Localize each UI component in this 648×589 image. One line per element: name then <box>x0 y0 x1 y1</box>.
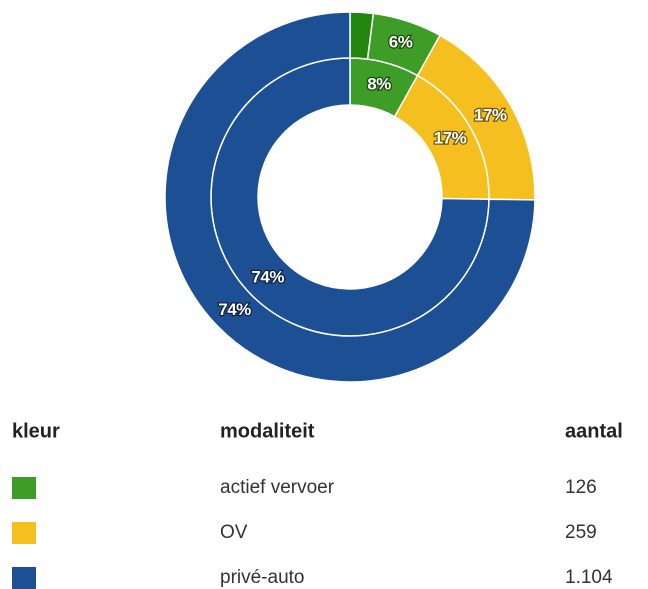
modaliteit-cell: privé-auto <box>220 567 305 588</box>
data-label: 6% <box>389 33 413 52</box>
modaliteit-cell: OV <box>220 522 248 543</box>
donut-segment <box>164 11 536 383</box>
legend-swatch <box>12 567 36 589</box>
header-kleur: kleur <box>12 420 60 442</box>
aantal-cell: 1.104 <box>565 567 613 588</box>
data-label: 74% <box>251 268 284 287</box>
aantal-cell: 126 <box>565 477 597 498</box>
modaliteit-cell: actief vervoer <box>220 477 335 498</box>
legend-swatch <box>12 522 36 544</box>
data-label: 8% <box>367 75 391 94</box>
aantal-cell: 259 <box>565 522 597 543</box>
header-modaliteit: modaliteit <box>220 420 315 442</box>
header-aantal: aantal <box>565 420 623 442</box>
legend-swatch <box>12 477 36 499</box>
data-label: 17% <box>474 105 507 124</box>
data-label: 17% <box>434 129 467 148</box>
data-label: 74% <box>218 300 251 319</box>
